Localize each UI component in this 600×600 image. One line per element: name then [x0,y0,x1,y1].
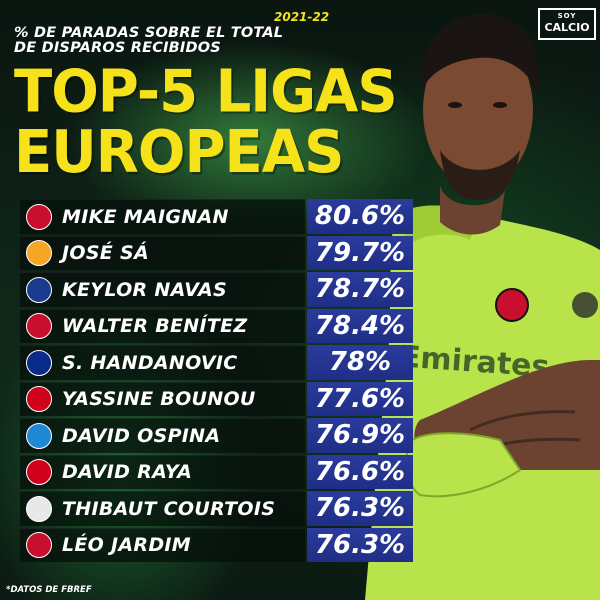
psg-crest-icon [26,276,52,303]
save-percentage: 80.6% [307,199,413,234]
table-row: MIKE MAIGNAN 80.6% [20,199,413,234]
player-name: S. HANDANOVIC [62,351,238,374]
player-name: JOSÉ SÁ [62,242,149,265]
save-percentage: 78.7% [307,272,413,307]
save-percentage: 76.9% [307,418,413,453]
player-name: DAVID RAYA [62,461,193,484]
headline: % DE PARADAS SOBRE EL TOTAL DE DISPAROS … [14,26,283,56]
brand-logo-bottom: CALCIO [544,21,590,34]
nice-crest-icon [26,313,52,340]
save-percentage: 78% [307,345,413,380]
table-row: YASSINE BOUNOU 77.6% [20,381,413,416]
player-name: MIKE MAIGNAN [62,205,229,228]
brentford-crest-icon [26,459,52,486]
ranking-table: MIKE MAIGNAN 80.6% JOSÉ SÁ 79.7% KEYLOR NAVA… [20,199,413,564]
save-percentage: 77.6% [307,381,413,416]
table-row: JOSÉ SÁ 79.7% [20,235,413,270]
title-line-1: TOP-5 LIGAS [14,57,398,127]
player-name: THIBAUT COURTOIS [62,497,276,520]
player-cell: MIKE MAIGNAN [20,199,305,234]
table-row: THIBAUT COURTOIS 76.3% [20,491,413,526]
subtitle-line-1: % DE PARADAS SOBRE EL TOTAL [14,25,284,41]
table-row: DAVID OSPINA 76.9% [20,418,413,453]
save-percentage: 78.4% [307,308,413,343]
player-cell: THIBAUT COURTOIS [20,491,305,526]
player-name: WALTER BENÍTEZ [62,315,248,338]
player-cell: LÉO JARDIM [20,527,305,562]
save-percentage: 76.3% [307,527,413,562]
table-row: KEYLOR NAVAS 78.7% [20,272,413,307]
table-row: DAVID RAYA 76.6% [20,454,413,489]
brand-logo-top: SOY [557,12,577,20]
player-name: DAVID OSPINA [62,424,221,447]
player-name: YASSINE BOUNOU [62,388,256,411]
goalkeeper-hair [421,13,540,95]
inter-crest-icon [26,349,52,376]
season-label: 2021-22 [274,10,330,24]
wolves-crest-icon [26,240,52,267]
sevilla-crest-icon [26,386,52,413]
player-name: KEYLOR NAVAS [62,278,228,301]
player-cell: S. HANDANOVIC [20,345,305,380]
table-row: S. HANDANOVIC 78% [20,345,413,380]
title-line-2: EUROPEAS [14,118,344,187]
save-percentage: 79.7% [307,235,413,270]
napoli-crest-icon [26,422,52,449]
real-madrid-crest-icon [26,495,52,522]
footnote: *DATOS DE FBREF [6,585,92,595]
kit-crest-icon [495,288,529,322]
save-percentage: 76.6% [307,454,413,489]
save-percentage: 76.3% [307,491,413,526]
ac-milan-crest-icon [26,203,52,230]
player-name: LÉO JARDIM [62,534,192,557]
player-cell: DAVID RAYA [20,454,305,489]
table-row: WALTER BENÍTEZ 78.4% [20,308,413,343]
goalkeeper-head [423,32,533,188]
player-cell: JOSÉ SÁ [20,235,305,270]
lille-crest-icon [26,532,52,559]
subtitle-line-2: DE DISPAROS RECIBIDOS [14,40,221,56]
table-row: LÉO JARDIM 76.3% [20,527,413,562]
player-cell: KEYLOR NAVAS [20,272,305,307]
goalkeeper-neck [440,185,505,235]
player-cell: YASSINE BOUNOU [20,381,305,416]
page-title: TOP-5 LIGAS EUROPEAS [14,57,398,187]
player-cell: WALTER BENÍTEZ [20,308,305,343]
brand-logo: SOY CALCIO [538,8,596,40]
player-cell: DAVID OSPINA [20,418,305,453]
